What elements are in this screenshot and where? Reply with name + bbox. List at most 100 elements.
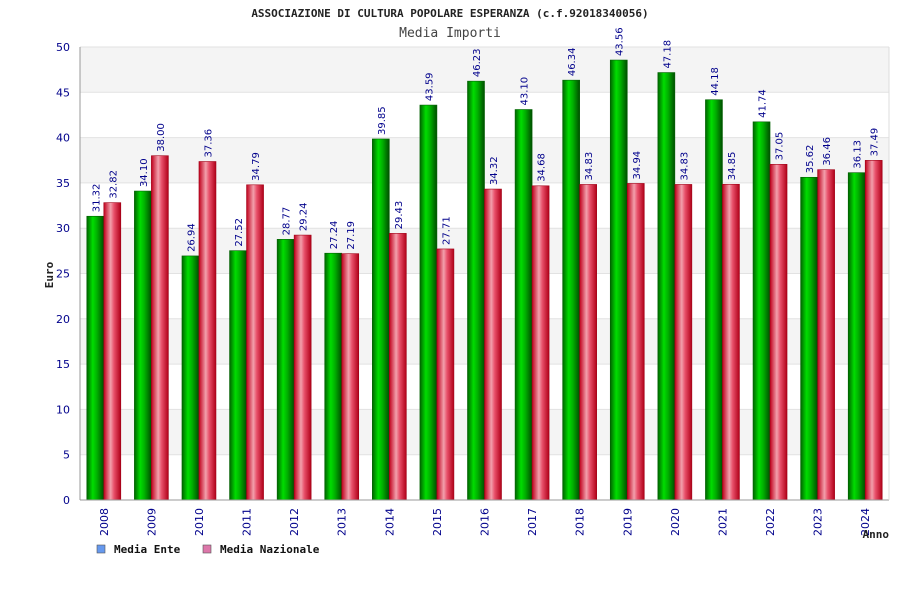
bar-media-ente: [752, 121, 771, 501]
value-label: 35.62: [805, 145, 816, 174]
bar-media-nazionale: [817, 169, 835, 501]
bar-media-ente: [562, 79, 580, 501]
bar-media-nazionale: [151, 155, 169, 501]
x-tick-label: 2013: [336, 508, 349, 536]
value-label: 34.68: [537, 153, 548, 182]
value-label: 34.79: [251, 152, 262, 181]
x-tick-label: 2016: [479, 508, 492, 536]
bar-media-ente: [229, 250, 247, 501]
value-label: 34.10: [139, 158, 150, 187]
value-label: 34.32: [489, 156, 500, 185]
value-label: 36.46: [822, 137, 833, 166]
bar-media-nazionale: [198, 161, 217, 501]
value-label: 43.56: [615, 27, 626, 56]
bar-media-nazionale: [531, 185, 550, 501]
x-axis-label: Anno: [863, 528, 890, 541]
legend-swatch: [202, 544, 212, 554]
x-tick-label: 2024: [859, 508, 872, 536]
value-label: 28.77: [282, 207, 293, 236]
bar-media-nazionale: [341, 253, 360, 501]
value-label: 34.85: [727, 152, 738, 181]
y-tick-label: 15: [56, 358, 70, 371]
x-tick-label: 2015: [431, 508, 444, 536]
bar-media-ente: [467, 80, 485, 501]
x-tick-label: 2021: [716, 508, 729, 536]
value-label: 41.74: [758, 89, 769, 118]
value-label: 29.24: [299, 202, 310, 231]
y-tick-labels: 0 5 10 15 20 25 30 35 40 45 50: [56, 41, 70, 507]
y-tick-label: 0: [63, 494, 70, 507]
value-label: 47.18: [662, 40, 673, 69]
bar-media-nazionale: [246, 184, 264, 501]
x-tick-label: 2014: [383, 508, 396, 536]
value-label: 37.36: [203, 129, 214, 158]
bar-media-ente: [705, 99, 723, 501]
bar-media-ente: [800, 176, 818, 501]
bar-media-nazionale: [389, 233, 407, 501]
x-tick-label: 2017: [526, 508, 539, 536]
x-tick-label: 2018: [574, 508, 587, 536]
x-tick-label: 2012: [288, 508, 301, 536]
bar-media-nazionale: [769, 164, 788, 501]
y-tick-label: 40: [56, 132, 70, 145]
legend-label: Media Nazionale: [220, 543, 320, 556]
bar-media-ente: [181, 255, 200, 501]
value-label: 27.52: [234, 218, 245, 247]
bar-media-ente: [134, 190, 152, 501]
value-label: 39.85: [377, 106, 388, 135]
x-tick-labels: 2008 2009 2010 2011 2012 2013 2014 2015 2016 2017…: [98, 508, 872, 536]
legend-swatch: [96, 544, 106, 554]
x-tick-label: 2009: [145, 508, 158, 536]
bar-media-nazionale: [864, 160, 883, 501]
value-label: 37.05: [775, 132, 786, 161]
bar-media-ente: [372, 138, 390, 501]
chart-subtitle: Media Importi: [399, 26, 501, 41]
y-tick-label: 45: [56, 86, 70, 99]
value-labels: 31.32 32.82 34.10 38.00 26.94 37.36 27.52 34.79…: [91, 27, 880, 252]
value-label: 26.94: [186, 223, 197, 252]
bars: [86, 59, 883, 501]
x-tick-label: 2010: [193, 508, 206, 536]
bar-media-ente: [324, 252, 343, 501]
y-tick-label: 5: [63, 449, 70, 462]
y-tick-label: 35: [56, 177, 70, 190]
bar-media-nazionale: [722, 183, 740, 501]
bar-media-ente: [657, 72, 676, 501]
value-label: 27.19: [346, 221, 357, 250]
value-label: 27.71: [441, 216, 452, 245]
bar-media-ente: [419, 104, 438, 501]
x-tick-label: 2011: [241, 508, 254, 536]
bar-media-nazionale: [484, 188, 502, 501]
bar-media-nazionale: [579, 184, 597, 501]
x-tick-label: 2020: [669, 508, 682, 536]
y-tick-label: 25: [56, 268, 70, 281]
chart-title: ASSOCIAZIONE DI CULTURA POPOLARE ESPERAN…: [251, 7, 648, 20]
value-label: 43.59: [424, 72, 435, 101]
bar-media-ente: [847, 172, 866, 501]
bar-media-ente: [86, 215, 105, 501]
x-tick-label: 2008: [98, 508, 111, 536]
y-tick-label: 50: [56, 41, 70, 54]
value-label: 27.24: [329, 221, 340, 250]
value-label: 36.13: [853, 140, 864, 169]
bar-media-nazionale: [436, 248, 455, 501]
bar-media-nazionale: [103, 202, 122, 501]
y-tick-label: 20: [56, 313, 70, 326]
value-label: 46.34: [567, 48, 578, 77]
y-axis-label: Euro: [43, 261, 56, 288]
value-label: 34.83: [584, 152, 595, 181]
value-label: 37.49: [870, 128, 881, 157]
bar-media-nazionale: [674, 184, 693, 501]
y-tick-label: 10: [56, 403, 70, 416]
value-label: 46.23: [472, 49, 483, 78]
y-tick-label: 30: [56, 222, 70, 235]
axes: [79, 47, 890, 501]
x-tick-label: 2019: [621, 508, 634, 536]
x-tick-label: 2023: [812, 508, 825, 536]
legend: Media Ente Media Nazionale: [96, 543, 320, 556]
value-label: 44.18: [710, 67, 721, 96]
bar-media-nazionale: [293, 234, 312, 501]
value-label: 32.82: [108, 170, 119, 199]
bar-media-nazionale: [626, 183, 645, 501]
